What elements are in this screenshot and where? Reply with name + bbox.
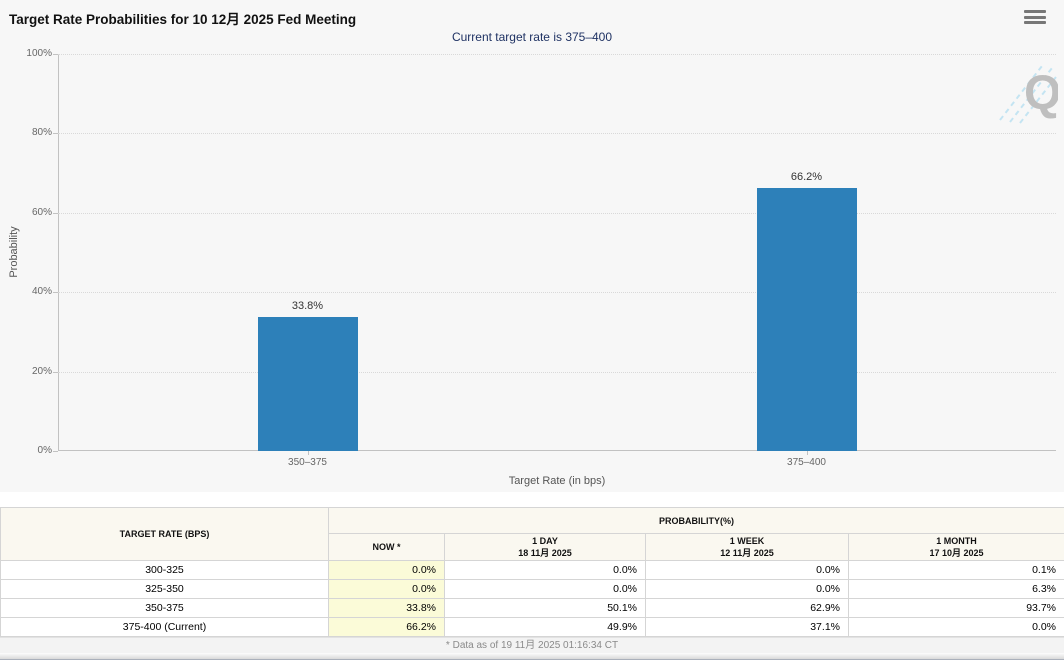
gridline [58,212,1056,214]
y-tick-label: 20% [31,365,52,377]
probability-bar [257,316,358,451]
gridline [58,133,1056,135]
table-row: 375-400 (Current) 66.2% 49.9% 37.1% 0.0% [0,617,1064,637]
rate-range: 325-350 [0,579,329,599]
x-axis-title: Target Rate (in bps) [508,475,606,487]
now-probability: 66.2% [328,617,445,637]
col-header-now: NOW * [328,533,445,561]
col-header-target-rate: TARGET RATE (BPS) [0,507,329,561]
day-probability: 50.1% [444,598,646,618]
week-probability: 0.0% [645,579,849,599]
col-header-1day: 1 DAY 18 11月 2025 [444,533,646,561]
table-row: 325-350 0.0% 0.0% 0.0% 6.3% [0,579,1064,599]
probability-table-section: TARGET RATE (BPS) PROBABILITY(%) NOW * 1… [0,507,1064,637]
day-probability: 49.9% [444,617,646,637]
hamburger-menu-icon[interactable] [1024,8,1046,26]
probability-bar [756,188,857,451]
gridline [58,54,1056,55]
page-title: Target Rate Probabilities for 10 12月 202… [9,12,357,27]
svg-text:Q: Q [1024,67,1058,120]
month-probability: 0.0% [848,617,1064,637]
y-tick-mark [53,54,58,55]
y-tick-mark [53,212,58,214]
rate-range: 300-325 [0,560,329,580]
bottom-bar [0,653,1064,660]
x-tick-label: 350–375 [288,457,327,468]
week-probability: 62.9% [645,598,849,618]
now-probability: 33.8% [328,598,445,618]
y-tick-label: 100% [26,48,52,59]
month-probability: 0.1% [848,560,1064,580]
gridline [58,371,1056,373]
y-tick-label: 0% [37,445,52,456]
rate-range-current: 375-400 (Current) [0,617,329,637]
bar-value-label: 66.2% [790,171,823,184]
data-as-of-note: * Data as of 19 11月 2025 01:16:34 CT [0,637,1064,653]
month-probability: 93.7% [848,598,1064,618]
y-tick-label: 60% [31,206,52,218]
y-tick-mark [53,292,58,294]
y-tick-mark [53,133,58,135]
week-probability: 0.0% [645,560,849,580]
x-tick-label: 375–400 [787,457,826,468]
table-row: 350-375 33.8% 50.1% 62.9% 93.7% [0,598,1064,618]
quikstrike-q-watermark-logo: Q [996,62,1061,129]
page-header: Target Rate Probabilities for 10 12月 202… [0,0,1064,30]
y-tick-label: 40% [31,286,52,298]
plot-area [58,54,1056,451]
y-axis-title: Probability [8,226,20,278]
probability-table: TARGET RATE (BPS) PROBABILITY(%) NOW * 1… [0,507,1064,637]
now-probability: 0.0% [328,579,445,599]
now-probability: 0.0% [328,560,445,580]
col-header-1month: 1 MONTH 17 10月 2025 [848,533,1064,561]
y-tick-mark [53,451,58,452]
week-probability: 37.1% [645,617,849,637]
current-target-rate-subtitle: Current target rate is 375–400 [451,30,613,44]
x-tick-mark [307,451,309,455]
probability-bar-chart: Probability Target Rate (in bps) Q 0% 20%… [0,46,1064,492]
col-header-1week: 1 WEEK 12 11月 2025 [645,533,849,561]
bar-value-label: 33.8% [291,299,324,312]
month-probability: 6.3% [848,579,1064,599]
day-probability: 0.0% [444,560,646,580]
table-row: 300-325 0.0% 0.0% 0.0% 0.1% [0,560,1064,580]
col-header-probability-group: PROBABILITY(%) [328,507,1064,534]
rate-range: 350-375 [0,598,329,618]
gridline [58,292,1056,294]
y-tick-mark [53,371,58,373]
y-tick-label: 80% [31,127,52,139]
chart-panel: Target Rate Probabilities for 10 12月 202… [0,0,1064,492]
x-tick-mark [806,451,808,455]
day-probability: 0.0% [444,579,646,599]
